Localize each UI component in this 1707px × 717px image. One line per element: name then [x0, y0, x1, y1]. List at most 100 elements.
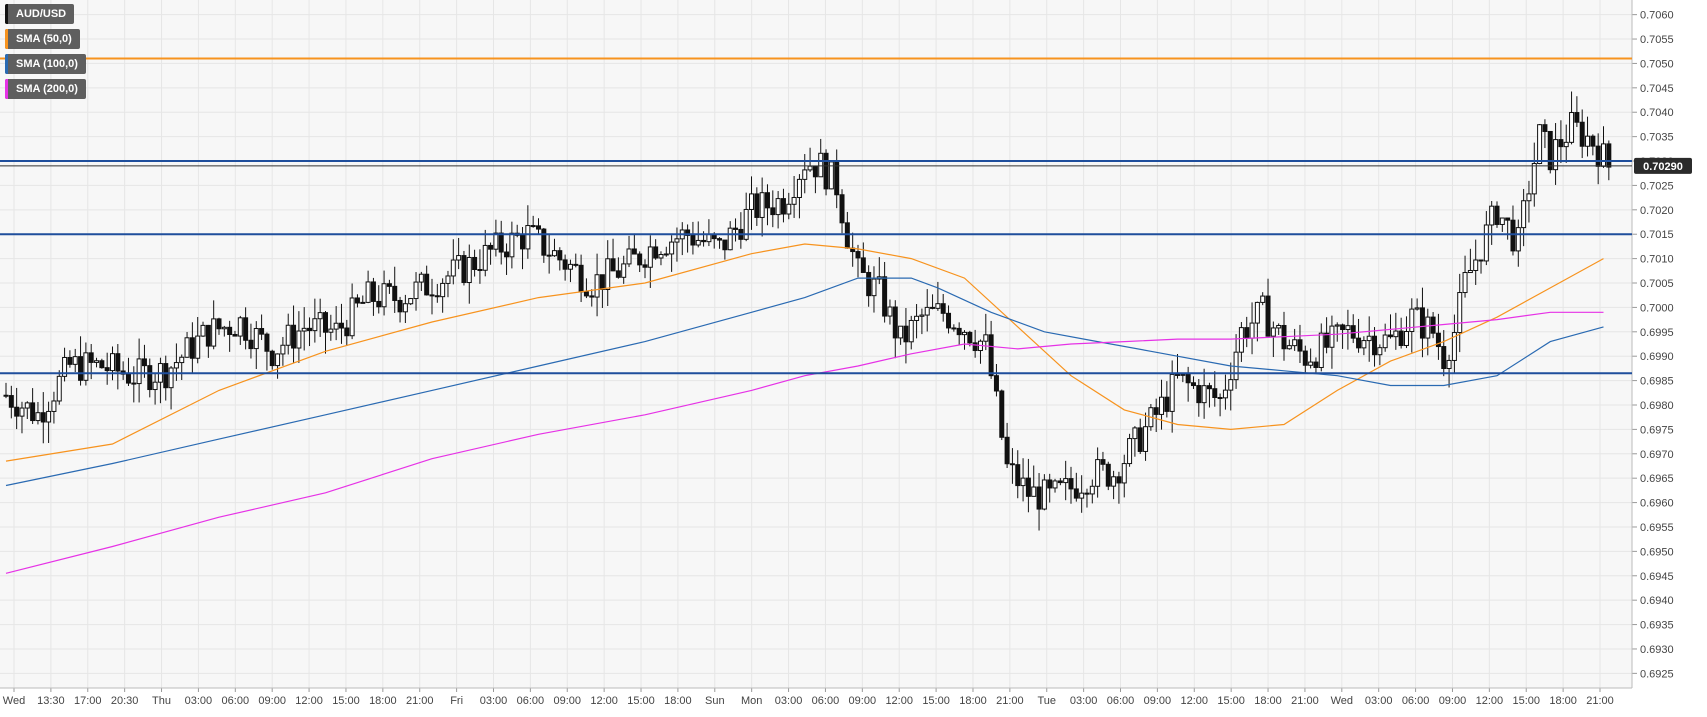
candle-body — [168, 367, 174, 389]
x-tick-label: 06:00 — [222, 695, 250, 707]
x-tick-label: Wed — [1331, 695, 1353, 707]
candle-body — [1398, 330, 1404, 346]
legend-item-aud-usd[interactable]: AUD/USD — [5, 4, 75, 24]
candle-body — [1441, 346, 1447, 370]
candle-body — [445, 275, 451, 284]
candle-body — [631, 248, 637, 255]
candle-body — [1590, 135, 1596, 147]
y-tick-label: 0.7005 — [1640, 278, 1674, 290]
candle-body — [1388, 334, 1393, 338]
legend-label: SMA (50,0) — [16, 33, 72, 45]
candle-body — [509, 232, 515, 258]
candle-body — [1462, 272, 1468, 294]
legend-item-sma-100[interactable]: SMA (100,0) — [5, 54, 86, 74]
candle-body — [402, 303, 408, 313]
candle-body — [1563, 141, 1569, 148]
candle-body — [323, 312, 328, 333]
candle-body — [1553, 139, 1559, 171]
y-tick-label: 0.6965 — [1640, 473, 1674, 485]
x-tick-label: 06:00 — [1107, 695, 1135, 707]
candle-body — [1377, 347, 1383, 356]
candle-body — [8, 395, 14, 408]
candle-body — [1276, 324, 1282, 329]
candle-body — [1169, 373, 1175, 412]
candle-body — [1297, 339, 1303, 352]
candle-body — [844, 222, 850, 249]
candle-body — [30, 402, 36, 422]
candle-body — [312, 318, 318, 332]
candle-body — [40, 412, 46, 423]
candle-body — [605, 258, 611, 290]
y-tick-label: 0.6935 — [1640, 620, 1674, 632]
candle-body — [764, 192, 770, 209]
legend-item-sma-50[interactable]: SMA (50,0) — [5, 29, 80, 49]
candle-body — [344, 327, 350, 337]
candle-body — [1473, 259, 1479, 271]
candle-body — [413, 281, 419, 300]
candle-body — [275, 353, 281, 367]
candle-body — [871, 278, 877, 297]
candle-body — [370, 281, 376, 302]
candle-body — [184, 337, 190, 358]
x-tick-label: 18:00 — [1254, 695, 1282, 707]
candle-body — [1585, 135, 1591, 147]
candle-body — [674, 238, 680, 243]
candle-body — [195, 335, 201, 359]
candle-body — [104, 367, 110, 372]
legend-item-sma-200[interactable]: SMA (200,0) — [5, 79, 86, 99]
y-tick-label: 0.6980 — [1640, 400, 1674, 412]
candle-body — [695, 239, 701, 246]
x-tick-label: 06:00 — [1402, 695, 1430, 707]
candle-body — [397, 299, 403, 313]
candle-body — [551, 250, 557, 257]
candle-body — [988, 334, 994, 377]
candle-body — [685, 229, 691, 236]
candle-body — [466, 256, 472, 284]
candle-body — [1143, 426, 1149, 452]
candle-body — [1111, 476, 1117, 487]
candle-body — [381, 283, 387, 308]
candle-body — [621, 263, 627, 278]
x-tick-label: 21:00 — [1291, 695, 1319, 707]
candle-body — [999, 390, 1005, 438]
x-tick-label: 15:00 — [922, 695, 950, 707]
x-tick-label: 09:00 — [258, 695, 286, 707]
candle-body — [924, 306, 930, 316]
candle-body — [1595, 145, 1601, 167]
candle-body — [546, 254, 552, 257]
candle-body — [386, 283, 392, 287]
candle-body — [583, 291, 589, 297]
candle-body — [424, 273, 430, 296]
legend-swatch — [5, 54, 8, 74]
candle-body — [205, 324, 211, 347]
candle-body — [285, 324, 291, 346]
candle-body — [1201, 385, 1207, 404]
candle-body — [1537, 124, 1543, 165]
candle-body — [1004, 436, 1010, 465]
candle-body — [594, 274, 600, 298]
candle-body — [1286, 345, 1292, 350]
candle-body — [882, 276, 888, 317]
x-tick-label: 20:30 — [111, 695, 139, 707]
x-tick-label: Wed — [3, 695, 25, 707]
candle-body — [1435, 332, 1441, 348]
candle-body — [264, 333, 270, 352]
candle-body — [136, 358, 142, 385]
x-tick-label: 15:00 — [1512, 695, 1540, 707]
candle-body — [786, 203, 792, 215]
candle-body — [408, 298, 414, 305]
candle-body — [908, 319, 914, 343]
candle-body — [1382, 334, 1388, 349]
candle-body — [690, 234, 696, 246]
candle-body — [301, 327, 307, 332]
x-tick-label: 15:00 — [627, 695, 655, 707]
x-tick-label: 21:00 — [1586, 695, 1614, 707]
candle-body — [1446, 359, 1452, 370]
candle-body — [1244, 327, 1250, 339]
candle-body — [147, 365, 153, 391]
y-tick-label: 0.7015 — [1640, 229, 1674, 241]
candle-body — [152, 381, 158, 391]
x-tick-label: 12:00 — [590, 695, 618, 707]
candle-body — [1164, 396, 1170, 412]
candle-body — [498, 232, 504, 253]
